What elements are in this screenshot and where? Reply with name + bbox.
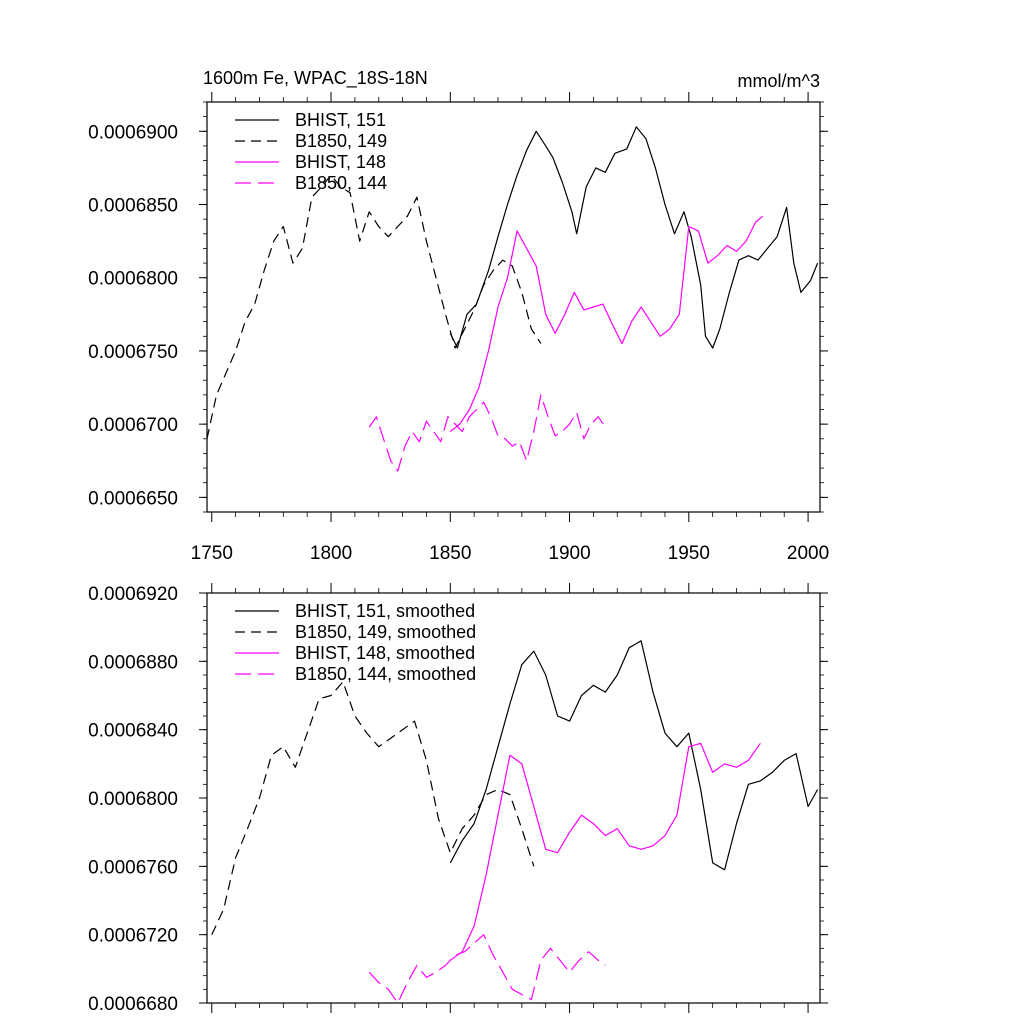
- y-tick-label: 0.0006750: [88, 342, 178, 363]
- y-tick-label: 0.0006650: [88, 488, 178, 509]
- y-tick-label: 0.0006760: [88, 857, 178, 878]
- legend-label-3: BHIST, 148: [295, 152, 386, 172]
- top-panel-units: mmol/m^3: [738, 71, 820, 91]
- x-tick-label: 1950: [668, 543, 710, 564]
- legend-label-2: B1850, 149: [295, 131, 387, 151]
- series-line-2: [206, 174, 542, 439]
- legend-label-4: B1850, 144: [295, 173, 387, 193]
- y-tick-label: 0.0006700: [88, 415, 178, 436]
- legend-label-1: BHIST, 151, smoothed: [295, 601, 475, 621]
- top-panel: 1600m Fe, WPAC_18S-18N mmol/m^3 0.000665…: [88, 68, 829, 564]
- y-tick-label: 0.0006840: [88, 721, 178, 742]
- y-tick-label: 0.0006720: [88, 926, 178, 947]
- legend-label-1: BHIST, 151: [295, 110, 386, 130]
- top-panel-title: 1600m Fe, WPAC_18S-18N: [203, 68, 428, 89]
- y-tick-label: 0.0006880: [88, 652, 178, 673]
- y-tick-label: 0.0006680: [88, 994, 178, 1015]
- y-tick-label: 0.0006920: [88, 584, 178, 605]
- y-tick-label: 0.0006800: [88, 789, 178, 810]
- y-tick-label: 0.0006850: [88, 196, 178, 217]
- y-tick-label: 0.0006900: [88, 122, 178, 143]
- legend-label-4: B1850, 144, smoothed: [295, 664, 476, 684]
- legend-label-2: B1850, 149, smoothed: [295, 622, 476, 642]
- x-tick-label: 2000: [787, 543, 829, 564]
- series-line-4: [368, 934, 606, 1004]
- series-line-3: [449, 215, 764, 432]
- legend-label-3: BHIST, 148, smoothed: [295, 643, 475, 663]
- series-line-3: [449, 742, 761, 961]
- y-tick-label: 0.0006800: [88, 269, 178, 290]
- series-line-1: [449, 126, 819, 349]
- x-tick-label: 1850: [429, 543, 471, 564]
- series-line-2: [211, 681, 535, 935]
- x-tick-label: 1750: [191, 543, 233, 564]
- x-tick-label: 1900: [548, 543, 590, 564]
- x-tick-label: 1800: [310, 543, 352, 564]
- series-line-4: [368, 394, 606, 472]
- bottom-panel: 0.0006680 0.0006720 0.0006760 0.0006800 0.00…: [88, 583, 828, 1015]
- series-line-1: [449, 640, 819, 871]
